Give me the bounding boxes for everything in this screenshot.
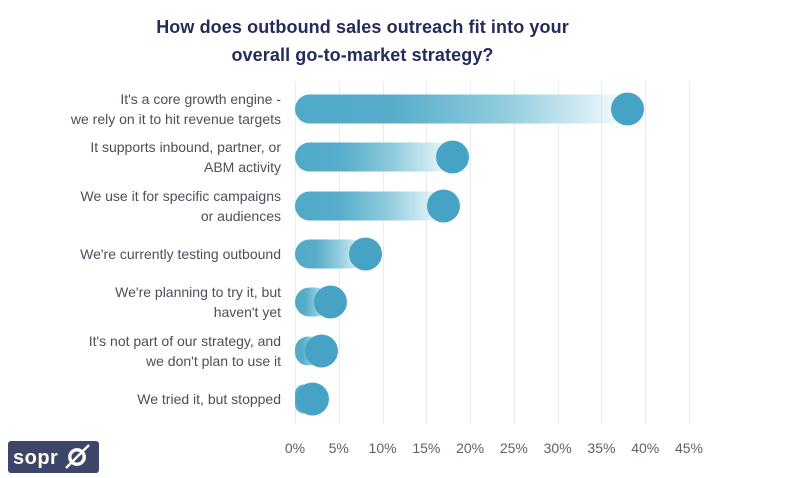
gridline bbox=[382, 82, 384, 424]
x-tick-label: 15% bbox=[412, 440, 441, 456]
bar-end-dot bbox=[348, 237, 382, 271]
category-label: It's a core growth engine - we rely on i… bbox=[70, 91, 281, 127]
bar bbox=[295, 191, 444, 221]
x-tick-label: 40% bbox=[631, 440, 660, 456]
category-label: We tried it, but stopped bbox=[137, 390, 281, 407]
bar-end-dot bbox=[611, 92, 645, 126]
svg-text:sopr: sopr bbox=[13, 447, 58, 469]
x-tick-label: 5% bbox=[328, 440, 349, 456]
x-tick-label: 20% bbox=[456, 440, 485, 456]
bar-end-dot bbox=[427, 189, 461, 223]
category-label: We're planning to try it, but haven't ye… bbox=[115, 284, 281, 321]
bar bbox=[295, 142, 453, 172]
bar bbox=[295, 94, 628, 124]
category-label: It supports inbound, partner, or ABM act… bbox=[90, 139, 281, 176]
x-tick-label: 0% bbox=[284, 440, 306, 456]
bar-end-dot bbox=[296, 382, 329, 416]
gridline bbox=[426, 82, 428, 424]
category-label-column: It's a core growth engine - we rely on i… bbox=[0, 82, 281, 424]
logo-slash-icon bbox=[65, 444, 90, 469]
chart-title: How does outbound sales outreach fit int… bbox=[156, 17, 569, 65]
x-tick-label: 30% bbox=[543, 440, 572, 456]
category-label: We use it for specific campaigns or audi… bbox=[80, 187, 282, 224]
gridline bbox=[645, 82, 647, 424]
gridline bbox=[513, 82, 515, 424]
category-label: We're currently testing outbound bbox=[80, 245, 281, 262]
bar-end-dot bbox=[304, 334, 338, 368]
plot-area bbox=[295, 82, 690, 424]
bar-end-dot bbox=[313, 285, 347, 319]
bar-end-dot bbox=[436, 140, 470, 174]
x-axis: 0% 5% 10% 15% 20% 25% 30% 35% 40% 45% bbox=[0, 440, 790, 460]
gridline bbox=[557, 82, 559, 424]
x-tick-label: 25% bbox=[499, 440, 528, 456]
category-label: It's not part of our strategy, and we do… bbox=[88, 332, 281, 369]
gridline bbox=[470, 82, 472, 424]
gridline bbox=[689, 82, 690, 424]
sopro-logo-graphic: sopr bbox=[13, 444, 90, 469]
gridline bbox=[601, 82, 603, 424]
x-tick-label: 10% bbox=[368, 440, 397, 456]
logo-o-icon bbox=[68, 448, 86, 466]
x-tick-label: 35% bbox=[587, 440, 616, 456]
x-tick-label: 45% bbox=[674, 440, 704, 456]
sopro-logo: sopr bbox=[8, 441, 99, 473]
